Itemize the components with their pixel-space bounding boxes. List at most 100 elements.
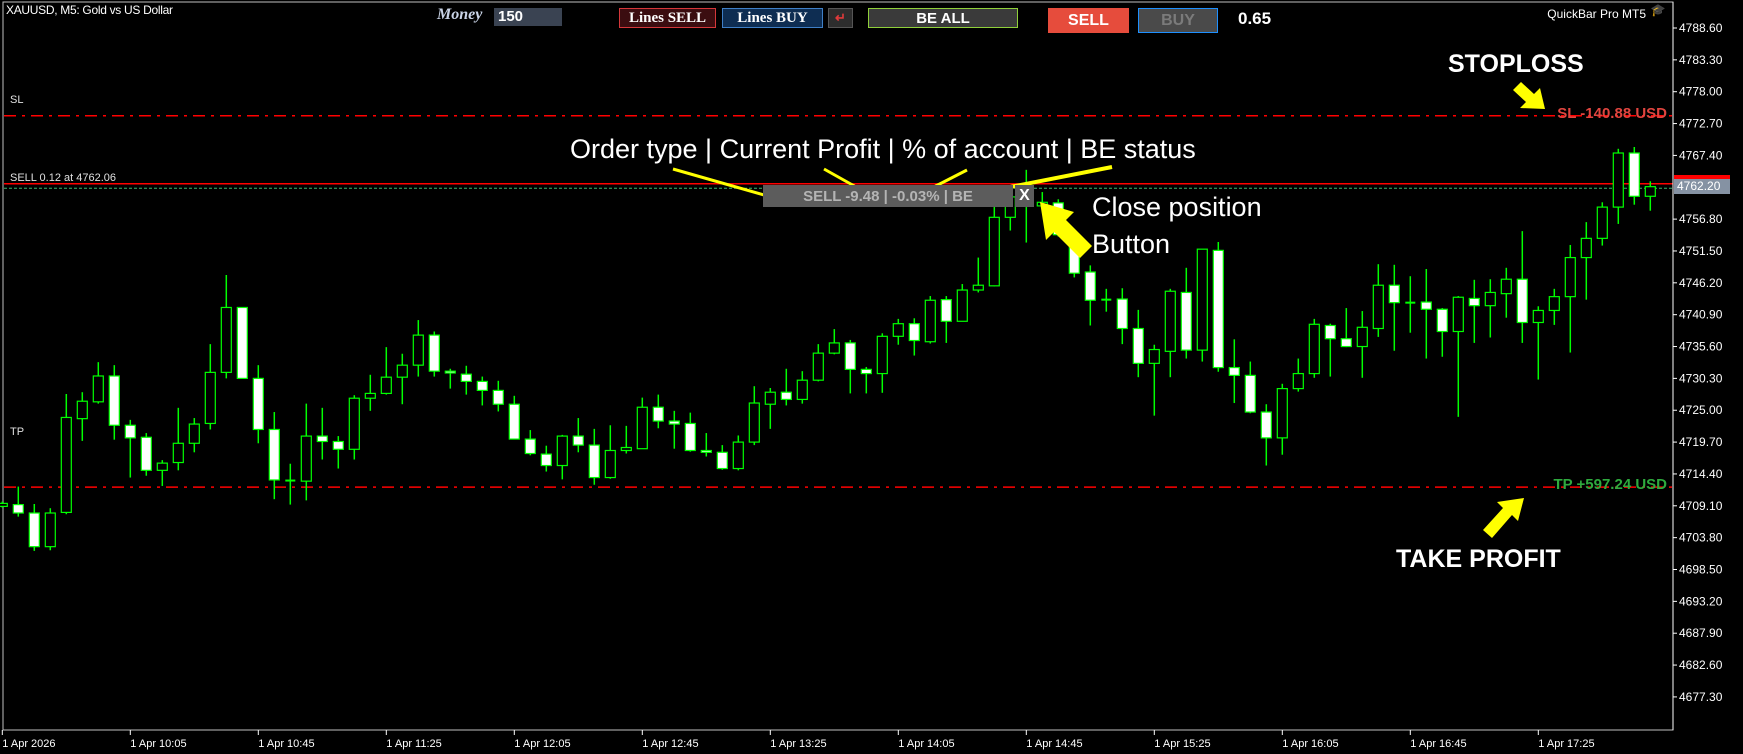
candle-body — [524, 438, 536, 455]
buy-button[interactable]: BUY — [1138, 8, 1218, 33]
candle — [220, 275, 232, 379]
candle — [380, 347, 392, 395]
candle-body — [1324, 324, 1336, 340]
candle — [316, 407, 328, 460]
candle — [1324, 323, 1336, 377]
candle-body — [1564, 256, 1576, 298]
candle-body — [668, 420, 680, 425]
be-all-button[interactable]: BE ALL — [868, 8, 1018, 28]
candle-body — [620, 446, 632, 452]
candle — [700, 433, 712, 457]
candle-body — [844, 342, 856, 370]
candle — [684, 412, 696, 452]
candle — [28, 503, 40, 551]
tp-result-label[interactable]: TP +597.24 USD — [1553, 476, 1667, 493]
candle — [924, 296, 936, 344]
candle-body — [956, 289, 968, 322]
candle-body — [732, 441, 744, 470]
candle-body — [812, 352, 824, 381]
candle — [1548, 288, 1560, 325]
candle-body — [652, 406, 664, 422]
chart-frame — [2, 1, 1674, 731]
candle — [412, 320, 424, 377]
position-info-panel: SELL -9.48 | -0.03% | BE — [763, 185, 1013, 207]
time-tick-label: 1 Apr 12:05 — [514, 738, 570, 750]
candle — [908, 318, 920, 356]
close-position-button[interactable]: X — [1015, 185, 1034, 207]
candle — [1452, 296, 1464, 417]
sl-result-label[interactable]: SL -140.88 USD — [1557, 105, 1667, 122]
position-line-label: SELL 0.12 at 4762.06 — [10, 172, 117, 184]
candle — [860, 366, 872, 394]
lot-size: 0.65 — [1238, 9, 1272, 28]
price-tick-label: 4709.10 — [1679, 499, 1723, 513]
candle — [764, 387, 776, 429]
annotation-close-line2: Button — [1092, 229, 1171, 259]
candle-body — [876, 335, 888, 375]
candle — [1164, 288, 1176, 378]
candle-body — [684, 422, 696, 452]
candle — [12, 486, 24, 517]
candle — [604, 425, 616, 479]
candle-body — [556, 435, 568, 467]
candle-body — [364, 392, 376, 399]
candle — [1372, 264, 1384, 337]
candle — [588, 428, 600, 485]
graduation-cap-icon: 🎓 — [1650, 3, 1666, 17]
candle-body — [316, 435, 328, 443]
price-tick-label: 4693.20 — [1679, 594, 1723, 608]
candle — [188, 418, 200, 453]
candle — [556, 434, 568, 480]
candle-body — [572, 435, 584, 446]
candle-body — [172, 442, 184, 464]
candle-body — [1180, 291, 1192, 351]
candle — [1180, 267, 1192, 359]
candle-body — [460, 373, 472, 382]
price-tick-label: 4714.40 — [1679, 467, 1723, 481]
price-tick-label: 4698.50 — [1679, 563, 1723, 577]
reverse-button[interactable]: ↵ — [828, 8, 853, 28]
candle-body — [12, 503, 24, 514]
candle-body — [156, 462, 168, 471]
annotation-stoploss: STOPLOSS — [1448, 50, 1584, 78]
candle-body — [700, 449, 712, 453]
candle — [1292, 358, 1304, 392]
price-tick-label: 4719.70 — [1679, 435, 1723, 449]
time-tick-label: 1 Apr 10:05 — [130, 738, 186, 750]
candle — [1148, 344, 1160, 416]
lines-buy-button[interactable]: Lines BUY — [722, 8, 823, 28]
sell-button[interactable]: SELL — [1048, 8, 1129, 33]
candle-body — [1580, 237, 1592, 259]
time-tick-label: 1 Apr 10:45 — [258, 738, 314, 750]
candle — [268, 412, 280, 500]
candle — [828, 329, 840, 355]
candle-body — [1436, 308, 1448, 333]
candle-body — [924, 299, 936, 343]
candle-body — [108, 375, 120, 426]
candle-body — [0, 502, 8, 507]
candle-body — [1084, 271, 1096, 301]
price-tick-label: 4778.00 — [1679, 85, 1723, 99]
candle — [876, 333, 888, 393]
candle — [396, 353, 408, 405]
candle-body — [1228, 366, 1240, 376]
candle — [1420, 269, 1432, 359]
price-tick-label: 4740.90 — [1679, 308, 1723, 322]
candle — [540, 445, 552, 472]
price-tick-label: 4735.60 — [1679, 340, 1723, 354]
candle — [348, 395, 360, 460]
candle — [460, 365, 472, 395]
annotation-arrows — [672, 82, 1545, 538]
money-input[interactable] — [494, 8, 562, 26]
candle — [652, 394, 664, 429]
candle — [956, 284, 968, 322]
candle — [76, 392, 88, 441]
lines-sell-button[interactable]: Lines SELL — [619, 8, 716, 28]
candle — [636, 397, 648, 450]
candle-body — [412, 334, 424, 366]
candle — [1468, 279, 1480, 343]
candle — [1132, 309, 1144, 378]
candle-body — [1276, 388, 1288, 439]
candle-body — [380, 376, 392, 395]
